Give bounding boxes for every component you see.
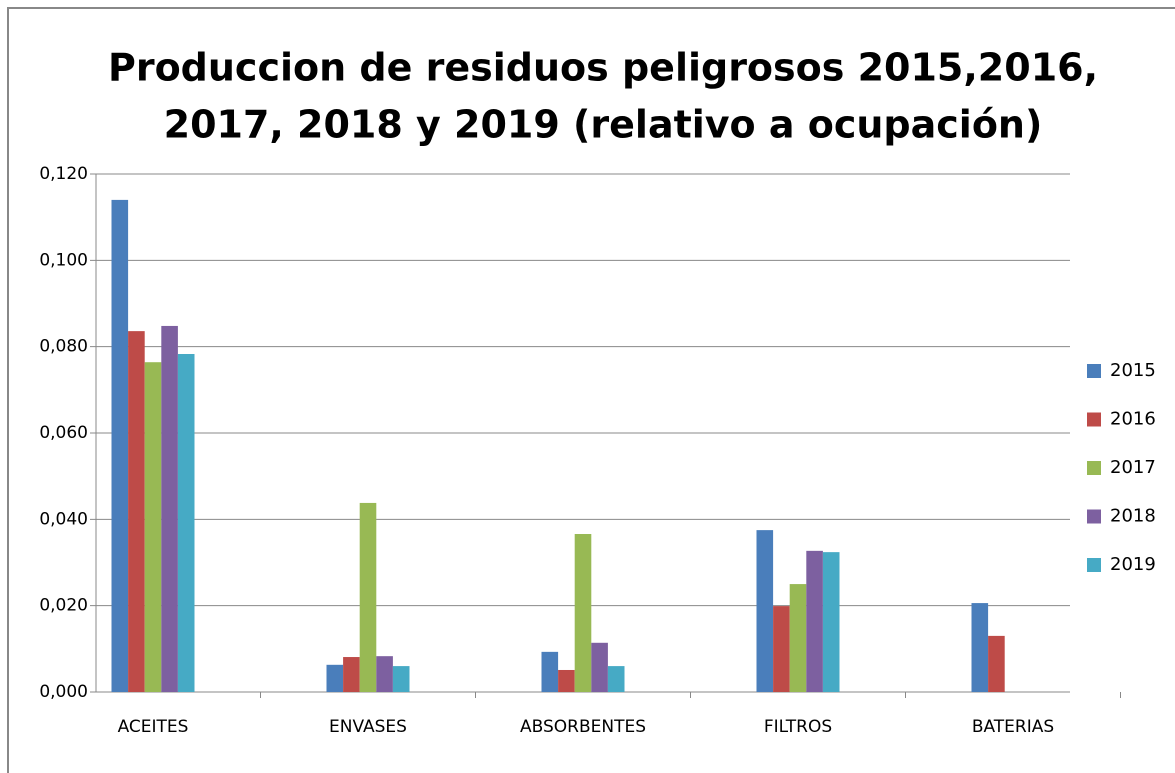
y-tick-label: 0,000 [39, 682, 88, 702]
y-tick-label: 0,100 [39, 250, 88, 270]
legend-label: 2016 [1110, 409, 1156, 430]
bar [773, 606, 790, 692]
bar [541, 651, 559, 692]
y-tick-label: 0,060 [39, 423, 88, 443]
bar [326, 664, 344, 692]
y-tick-label: 0,080 [39, 337, 88, 357]
bar [161, 325, 178, 692]
bar [971, 603, 989, 692]
y-tick-label: 0,020 [39, 596, 88, 616]
bar [359, 502, 377, 692]
chart-title: Produccion de residuos peligrosos 2015,2… [108, 46, 1098, 90]
bar [574, 534, 592, 692]
y-tick-label: 0,040 [39, 509, 88, 529]
bar [558, 669, 575, 692]
bar [111, 199, 129, 692]
bar [392, 666, 410, 692]
legend-label: 2017 [1110, 457, 1156, 478]
bar [822, 552, 840, 692]
bar [144, 362, 162, 692]
x-tick-label: ENVASES [329, 717, 407, 737]
bar [806, 550, 823, 692]
bar [591, 642, 608, 692]
x-tick-label: FILTROS [764, 717, 832, 737]
bar [988, 635, 1005, 692]
legend-label: 2015 [1110, 360, 1156, 381]
y-tick-label: 0,120 [39, 164, 88, 184]
legend-label: 2019 [1110, 554, 1156, 575]
chart-title: 2017, 2018 y 2019 (relativo a ocupación) [164, 103, 1043, 147]
x-tick-label: ABSORBENTES [520, 717, 646, 737]
legend-swatch [1087, 364, 1101, 378]
x-tick-label: BATERIAS [972, 717, 1054, 737]
bar [607, 666, 625, 692]
legend-label: 2018 [1110, 506, 1156, 527]
bar [376, 656, 393, 692]
x-tick-label: ACEITES [118, 717, 189, 737]
legend-swatch [1087, 412, 1101, 427]
bar [343, 657, 360, 692]
legend-swatch [1087, 509, 1101, 524]
bar [756, 530, 774, 692]
legend-swatch [1087, 461, 1101, 475]
bar [789, 584, 807, 692]
bar [128, 331, 145, 692]
bar [177, 354, 195, 692]
legend-swatch [1087, 558, 1101, 572]
